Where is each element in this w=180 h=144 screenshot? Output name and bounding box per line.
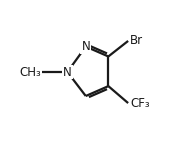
Text: CH₃: CH₃ bbox=[19, 66, 41, 78]
Text: N: N bbox=[81, 40, 90, 53]
Text: N: N bbox=[63, 66, 72, 78]
Text: Br: Br bbox=[130, 34, 143, 47]
Text: CF₃: CF₃ bbox=[130, 97, 150, 110]
